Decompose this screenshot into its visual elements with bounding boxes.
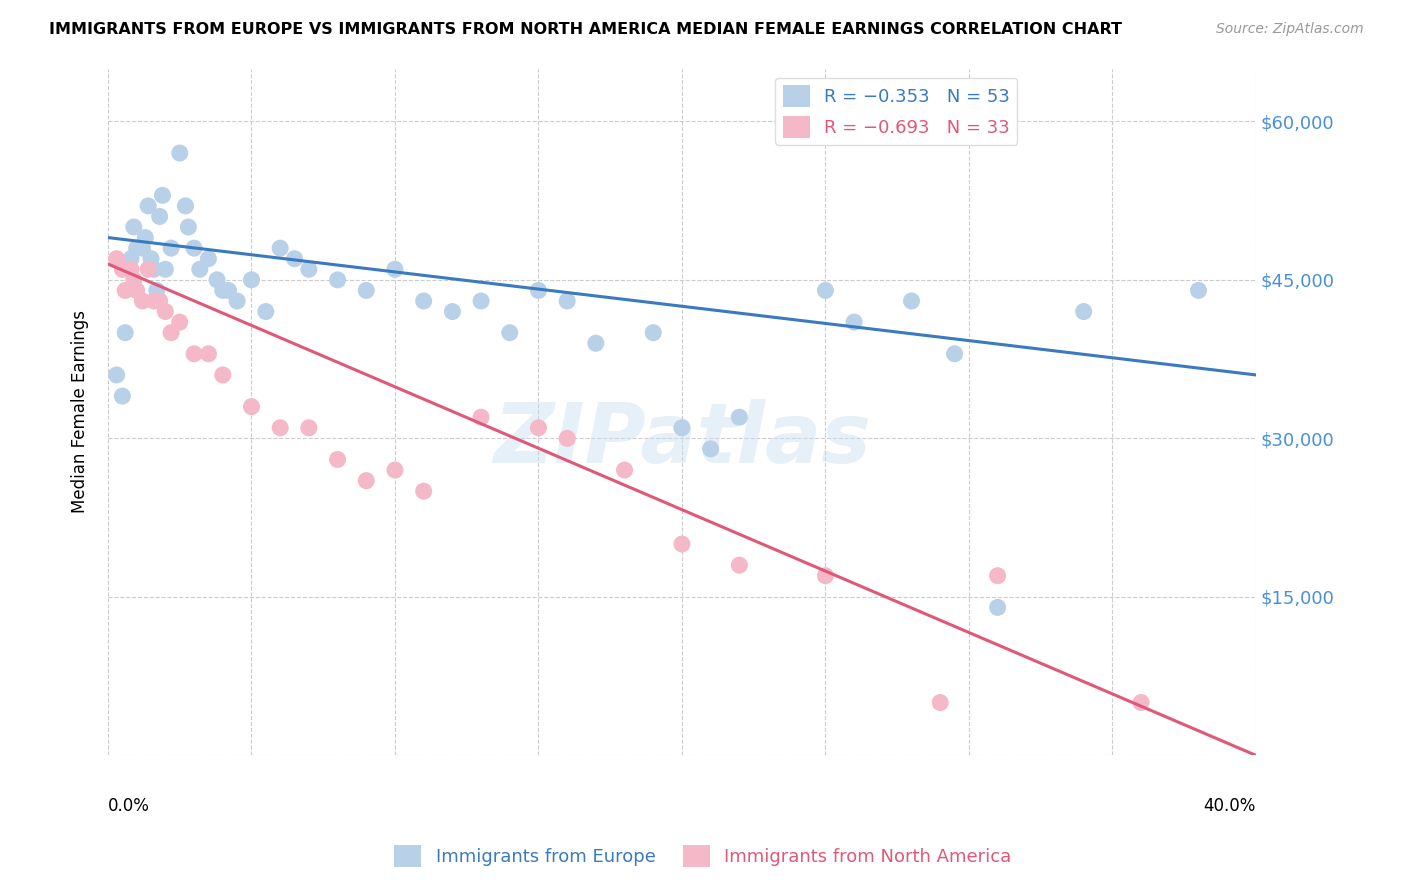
Point xyxy=(384,463,406,477)
Point xyxy=(146,284,169,298)
Point xyxy=(114,284,136,298)
Point xyxy=(177,220,200,235)
Point xyxy=(114,326,136,340)
Point xyxy=(152,188,174,202)
Point xyxy=(470,410,492,425)
Point xyxy=(149,293,172,308)
Text: IMMIGRANTS FROM EUROPE VS IMMIGRANTS FROM NORTH AMERICA MEDIAN FEMALE EARNINGS C: IMMIGRANTS FROM EUROPE VS IMMIGRANTS FRO… xyxy=(49,22,1122,37)
Point xyxy=(174,199,197,213)
Legend: Immigrants from Europe, Immigrants from North America: Immigrants from Europe, Immigrants from … xyxy=(387,838,1019,874)
Y-axis label: Median Female Earnings: Median Female Earnings xyxy=(72,310,89,514)
Point xyxy=(412,484,434,499)
Point xyxy=(929,696,952,710)
Text: 0.0%: 0.0% xyxy=(108,797,150,814)
Point xyxy=(814,284,837,298)
Point xyxy=(160,326,183,340)
Point xyxy=(356,284,378,298)
Point xyxy=(470,293,492,308)
Point xyxy=(155,304,177,318)
Point xyxy=(298,262,321,277)
Point xyxy=(1187,284,1209,298)
Point xyxy=(326,452,349,467)
Point xyxy=(111,262,134,277)
Point xyxy=(283,252,305,266)
Point xyxy=(254,304,277,318)
Point xyxy=(188,262,211,277)
Point xyxy=(197,347,219,361)
Point xyxy=(136,262,159,277)
Point xyxy=(499,326,522,340)
Point xyxy=(105,252,128,266)
Point xyxy=(105,368,128,382)
Point xyxy=(120,262,142,277)
Point xyxy=(527,421,550,435)
Point xyxy=(240,400,263,414)
Point xyxy=(160,241,183,255)
Point xyxy=(205,273,228,287)
Point xyxy=(671,537,693,551)
Point xyxy=(900,293,922,308)
Point xyxy=(298,421,321,435)
Point xyxy=(131,241,153,255)
Point xyxy=(169,146,191,161)
Point xyxy=(412,293,434,308)
Point xyxy=(111,389,134,403)
Point xyxy=(269,241,291,255)
Point xyxy=(197,252,219,266)
Point xyxy=(987,600,1010,615)
Point xyxy=(183,347,205,361)
Point xyxy=(555,293,578,308)
Point xyxy=(699,442,721,456)
Point xyxy=(987,568,1010,582)
Point xyxy=(125,241,148,255)
Point xyxy=(134,230,156,244)
Point xyxy=(384,262,406,277)
Point xyxy=(1073,304,1095,318)
Point xyxy=(555,431,578,445)
Point xyxy=(814,568,837,582)
Point xyxy=(125,284,148,298)
Point xyxy=(269,421,291,435)
Point xyxy=(211,284,233,298)
Point xyxy=(136,199,159,213)
Point xyxy=(240,273,263,287)
Point xyxy=(527,284,550,298)
Point xyxy=(441,304,464,318)
Point xyxy=(226,293,249,308)
Text: 40.0%: 40.0% xyxy=(1204,797,1256,814)
Point xyxy=(585,336,607,351)
Point xyxy=(183,241,205,255)
Point xyxy=(643,326,665,340)
Text: Source: ZipAtlas.com: Source: ZipAtlas.com xyxy=(1216,22,1364,37)
Point xyxy=(842,315,865,329)
Point xyxy=(122,220,145,235)
Legend: R = −0.353   N = 53, R = −0.693   N = 33: R = −0.353 N = 53, R = −0.693 N = 33 xyxy=(776,78,1018,145)
Point xyxy=(613,463,636,477)
Point xyxy=(169,315,191,329)
Point xyxy=(1130,696,1153,710)
Text: ZIPatlas: ZIPatlas xyxy=(494,399,870,480)
Point xyxy=(131,293,153,308)
Point xyxy=(326,273,349,287)
Point xyxy=(728,558,751,573)
Point xyxy=(728,410,751,425)
Point xyxy=(218,284,240,298)
Point xyxy=(142,293,165,308)
Point xyxy=(120,252,142,266)
Point xyxy=(149,210,172,224)
Point xyxy=(155,262,177,277)
Point xyxy=(211,368,233,382)
Point xyxy=(943,347,966,361)
Point xyxy=(122,273,145,287)
Point xyxy=(671,421,693,435)
Point xyxy=(117,262,139,277)
Point xyxy=(356,474,378,488)
Point xyxy=(139,252,162,266)
Point xyxy=(142,262,165,277)
